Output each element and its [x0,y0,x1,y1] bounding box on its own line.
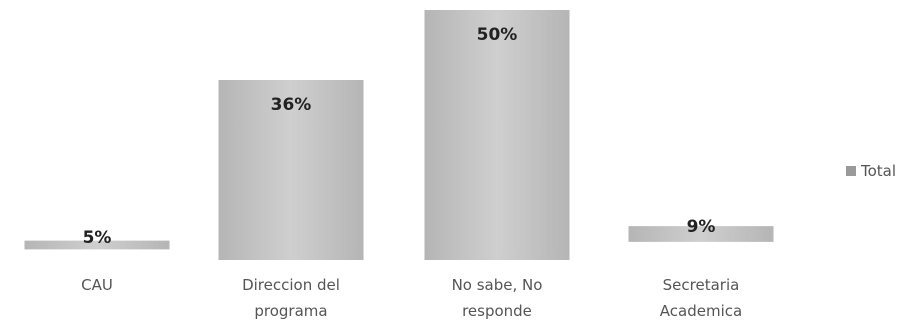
data-labels-layer: 5% 36% 50% 9% [83,25,716,248]
category-label-2-line-0: No sabe, No [452,276,543,294]
category-label-3-line-0: Secretaria [663,276,740,294]
category-labels-layer: CAU Direccion del programa No sabe, No respo… [81,276,742,320]
legend: Total [846,162,896,180]
bar-2 [424,10,570,260]
category-label-2-line-1: responde [462,302,532,320]
data-label-3: 9% [687,217,716,237]
bars-layer [24,10,774,260]
category-label-1-line-1: programa [254,302,327,320]
legend-swatch [846,166,856,176]
legend-label: Total [860,162,896,180]
bar-3 [628,226,774,242]
bar-1 [218,80,364,260]
data-label-2: 50% [477,25,518,45]
category-label-3-line-1: Academica [660,302,742,320]
category-label-1-line-0: Direccion del [242,276,340,294]
category-label-0-line-0: CAU [81,276,113,294]
data-label-1: 36% [271,95,312,115]
bar-0 [24,240,170,250]
data-label-0: 5% [83,228,112,248]
